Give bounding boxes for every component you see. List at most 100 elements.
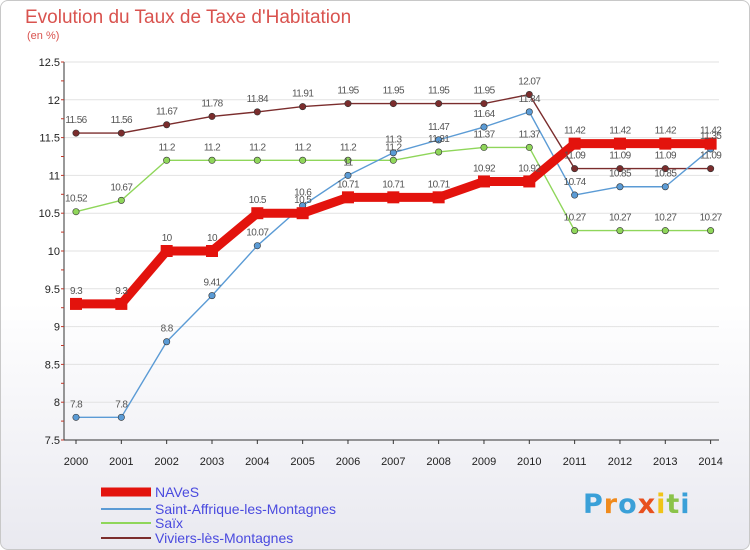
- data-point: [163, 338, 171, 346]
- data-point: [296, 207, 309, 220]
- data-label: 7.8: [70, 399, 83, 410]
- chart-axes: 7.5 8 8.5 9 9.5 10 10.5 11 11.5 12 12.5 2000 2001 200…: [39, 57, 723, 468]
- data-label: 10.92: [518, 163, 541, 174]
- x-tick-label: 2003: [200, 456, 224, 468]
- x-tick-label: 2006: [336, 456, 360, 468]
- data-point: [616, 183, 624, 191]
- data-label: 11.91: [292, 89, 314, 100]
- data-point: [117, 413, 125, 421]
- data-label: 11.09: [700, 151, 722, 162]
- data-label: 9.3: [70, 286, 83, 297]
- data-point: [341, 191, 354, 204]
- data-point: [389, 100, 397, 108]
- y-tick-label: 12.5: [39, 57, 60, 69]
- data-label: 10.85: [609, 169, 632, 180]
- data-label: 10: [162, 233, 173, 244]
- data-point: [477, 175, 490, 188]
- data-label: 11.2: [249, 142, 266, 153]
- data-label: 11.3: [385, 135, 402, 146]
- logo-letter: P: [583, 489, 604, 520]
- data-label: 11.95: [383, 86, 405, 97]
- data-label: 10.07: [246, 228, 269, 239]
- data-point: [661, 165, 669, 173]
- data-label: 10.71: [428, 179, 451, 190]
- data-point: [435, 136, 443, 144]
- data-label: 11.78: [201, 98, 223, 109]
- data-point: [72, 129, 80, 137]
- x-tick-label: 2001: [109, 456, 133, 468]
- x-tick-label: 2005: [290, 456, 314, 468]
- y-tick-label: 11: [49, 170, 60, 182]
- x-tick-label: 2011: [563, 456, 587, 468]
- data-point: [613, 137, 626, 150]
- data-point: [571, 191, 579, 199]
- x-tick-label: 2000: [64, 456, 88, 468]
- data-point: [480, 123, 488, 131]
- y-tick-label: 12: [48, 95, 60, 107]
- x-tick-label: 2002: [154, 456, 178, 468]
- data-label: 11.2: [340, 142, 357, 153]
- y-tick-label: 7.5: [45, 435, 60, 447]
- logo-letter: r: [603, 489, 619, 520]
- data-point: [435, 100, 443, 108]
- data-point: [525, 143, 533, 151]
- data-point: [299, 103, 307, 111]
- data-point: [163, 156, 171, 164]
- data-label: 11.09: [609, 151, 631, 162]
- data-point: [163, 121, 171, 129]
- data-point: [253, 156, 261, 164]
- data-point: [117, 196, 125, 204]
- data-point: [344, 171, 352, 179]
- data-label: 11.84: [519, 94, 541, 105]
- data-label: 10.6: [294, 188, 312, 199]
- data-point: [251, 207, 264, 220]
- series-lines: [70, 91, 717, 421]
- data-label: 10.92: [473, 163, 496, 174]
- data-label: 11.84: [247, 94, 269, 105]
- logo-letter: x: [637, 489, 657, 520]
- logo-letter: i: [656, 489, 667, 520]
- data-point: [253, 108, 261, 116]
- data-point: [253, 242, 261, 250]
- data-point: [115, 297, 128, 310]
- data-label: 11.67: [156, 107, 178, 118]
- data-label: 11.2: [385, 142, 402, 153]
- data-label: 10.85: [654, 169, 677, 180]
- data-label: 11.35: [700, 131, 722, 142]
- logo-letter: o: [618, 489, 638, 520]
- data-point: [707, 227, 715, 235]
- data-point: [389, 156, 397, 164]
- chart-title: Evolution du Taux de Taxe d'Habitation: [25, 7, 352, 28]
- data-point: [70, 297, 82, 310]
- data-label: 10.27: [700, 213, 723, 224]
- data-label: 12.07: [518, 77, 541, 88]
- data-label: 11.95: [428, 86, 450, 97]
- y-tick-label: 11.5: [39, 133, 60, 145]
- data-point: [616, 165, 624, 173]
- data-label: 11.2: [158, 142, 175, 153]
- data-point: [117, 129, 125, 137]
- x-tick-label: 2008: [426, 456, 450, 468]
- data-label: 10.27: [654, 213, 677, 224]
- x-tick-label: 2009: [472, 456, 496, 468]
- legend-label-3: Viviers-lès-Montagnes: [155, 530, 293, 546]
- data-label: 10.71: [382, 179, 405, 190]
- data-point: [432, 191, 445, 204]
- data-label: 11.2: [294, 142, 311, 153]
- legend-label-0: NAVeS: [155, 484, 199, 500]
- data-labels: 9.3 9.3 10 10 10.5 10.5 10.71 10.71 10.71 10.92 10…: [65, 77, 723, 411]
- data-label: 9.3: [115, 286, 128, 297]
- y-tick-label: 10.5: [39, 208, 60, 220]
- logo-letter: i: [680, 489, 691, 520]
- x-tick-label: 2007: [381, 456, 405, 468]
- data-point: [208, 112, 216, 120]
- data-point: [344, 100, 352, 108]
- data-point: [480, 143, 488, 151]
- data-point: [659, 137, 672, 150]
- data-label: 11.42: [609, 126, 631, 137]
- x-tick-label: 2010: [517, 456, 541, 468]
- data-point: [435, 148, 443, 156]
- legend-label-2: Saïx: [155, 515, 183, 531]
- data-label: 10: [207, 233, 218, 244]
